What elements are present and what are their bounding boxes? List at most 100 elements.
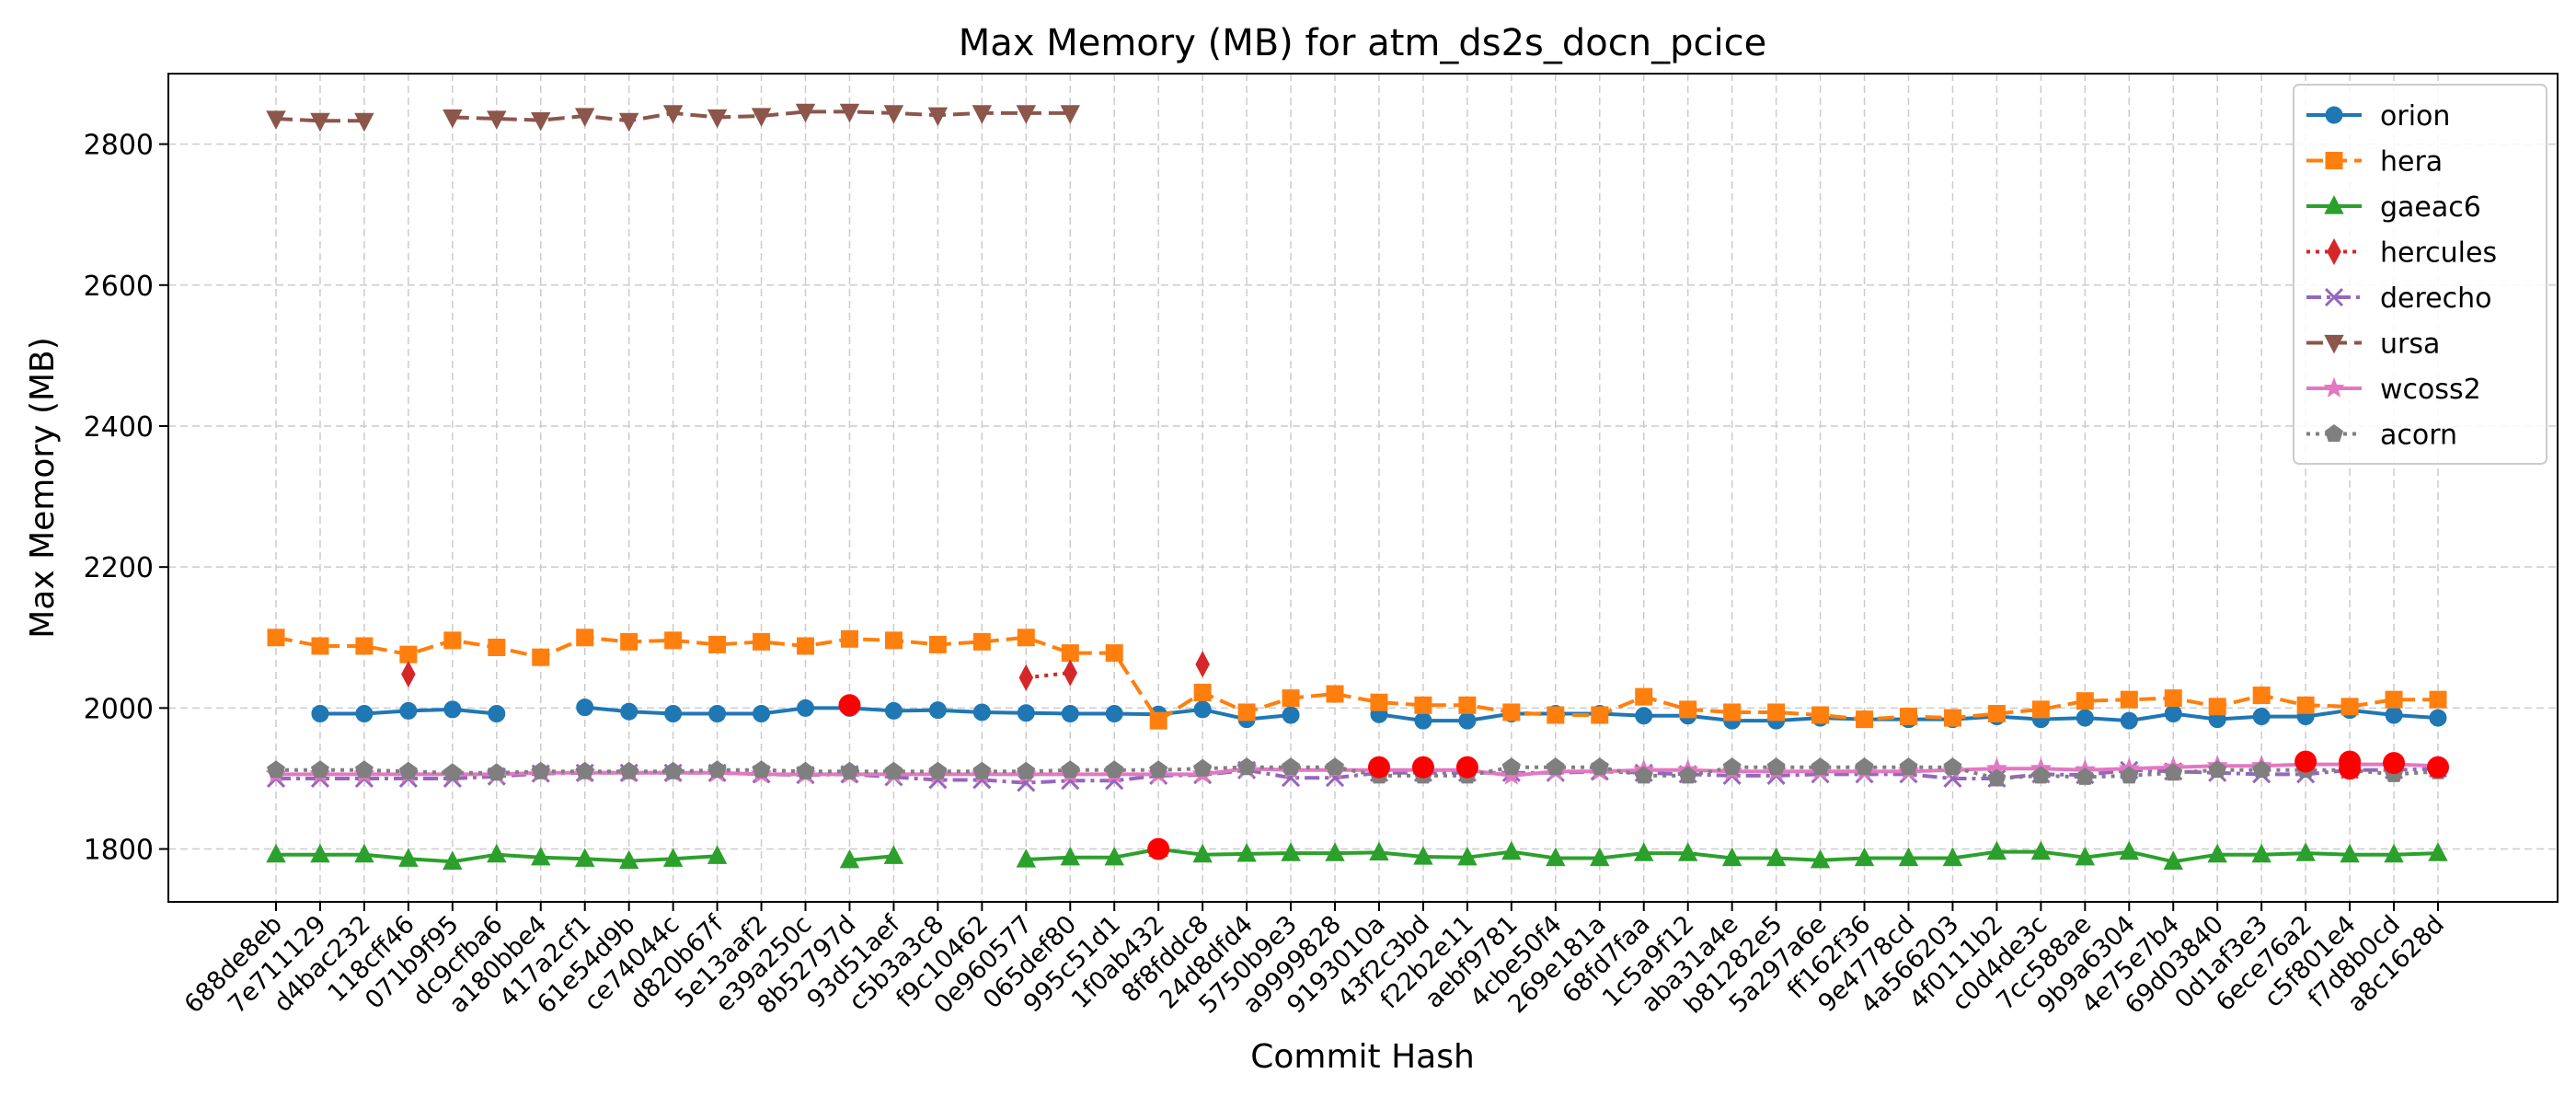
legend-label: hercules [2380, 237, 2497, 270]
data-point-gaeac6 [2030, 840, 2052, 860]
legend-marker [2324, 287, 2344, 307]
data-point-orion [2076, 709, 2094, 727]
data-point-hera [2120, 690, 2138, 709]
data-point-gaeac6 [1765, 847, 1787, 867]
data-point-orion [488, 704, 506, 722]
data-point-hercules [1018, 664, 1034, 691]
data-point-hera [1105, 644, 1123, 663]
highlight-point [2427, 756, 2449, 779]
data-point-hera [1591, 706, 1609, 724]
data-point-acorn [2031, 766, 2051, 784]
y-tick-label: 2400 [84, 411, 154, 444]
data-point-acorn [1282, 757, 1301, 776]
data-point-orion [1414, 711, 1432, 730]
data-point-hercules [401, 661, 416, 688]
data-point-acorn [1149, 760, 1168, 779]
data-point-hera [1458, 696, 1477, 714]
data-point-orion [708, 704, 727, 722]
data-point-acorn [1943, 757, 1962, 776]
data-point-orion [972, 703, 991, 721]
data-point-acorn [1766, 757, 1786, 776]
data-point-gaeac6 [487, 843, 507, 863]
data-point-hera [664, 631, 683, 650]
x-axis-label: Commit Hash [1250, 1038, 1475, 1076]
data-point-gaeac6 [443, 850, 463, 870]
data-point-acorn [2208, 760, 2227, 779]
series-layer [265, 103, 2449, 870]
data-point-hera [443, 631, 462, 650]
data-point-ursa [707, 109, 728, 129]
data-point-orion [1458, 711, 1477, 730]
data-point-acorn [972, 761, 992, 779]
data-point-hera [1326, 685, 1344, 703]
data-point-gaeac6 [839, 848, 860, 869]
data-point-hera [488, 638, 506, 656]
data-point-acorn [2252, 760, 2271, 779]
data-point-gaeac6 [1104, 846, 1124, 866]
data-point-hera [1237, 703, 1256, 721]
chart-title: Max Memory (MB) for atm_ds2s_docn_pcice [959, 22, 1766, 64]
data-point-hera [2429, 690, 2447, 709]
data-point-hera [2296, 696, 2315, 714]
data-point-acorn [1501, 757, 1521, 776]
data-point-ursa [795, 103, 816, 123]
data-point-ursa [531, 111, 551, 132]
data-point-gaeac6 [1325, 842, 1345, 861]
data-point-orion [399, 701, 418, 720]
data-point-gaeac6 [1236, 843, 1257, 862]
data-point-hera [1943, 709, 1961, 727]
data-point-acorn [1590, 757, 1609, 776]
data-point-acorn [1678, 766, 1697, 784]
data-point-acorn [840, 761, 859, 779]
data-point-hera [1547, 706, 1565, 724]
highlight-point [1147, 837, 1170, 860]
data-point-hera [1679, 700, 1697, 719]
data-point-gaeac6 [1192, 843, 1213, 863]
data-point-ursa [266, 110, 286, 130]
y-tick-label: 2600 [84, 271, 154, 303]
legend-label: orion [2380, 100, 2450, 133]
data-point-acorn [796, 761, 815, 779]
data-point-gaeac6 [1060, 846, 1080, 866]
series-ursa [266, 103, 1080, 133]
data-point-acorn [1017, 761, 1036, 779]
data-point-gaeac6 [1986, 840, 2007, 860]
legend-label: acorn [2380, 420, 2457, 452]
data-point-orion [797, 698, 815, 717]
data-point-hercules [1195, 651, 1210, 678]
data-point-gaeac6 [574, 848, 595, 867]
data-point-gaeac6 [1501, 840, 1522, 860]
data-point-acorn [1811, 757, 1830, 776]
highlight-layer [838, 694, 2449, 860]
legend-item-wcoss2: wcoss2 [2306, 374, 2481, 406]
data-point-ursa [1060, 105, 1080, 124]
data-point-ursa [310, 112, 330, 133]
data-point-gaeac6 [1457, 846, 1478, 866]
data-point-acorn [487, 763, 506, 781]
series-line-ursa [452, 110, 1071, 123]
data-point-hera [1987, 704, 2006, 722]
data-point-hera [2252, 687, 2271, 705]
data-point-gaeac6 [2295, 842, 2316, 861]
data-point-orion [1017, 704, 1035, 722]
data-point-hercules [1063, 659, 1078, 687]
data-point-gaeac6 [618, 849, 639, 870]
data-point-acorn [928, 761, 948, 779]
data-point-hera [1017, 629, 1035, 647]
data-point-acorn [1061, 760, 1080, 779]
highlight-point [2383, 752, 2406, 775]
data-point-acorn [575, 761, 594, 779]
data-point-hera [972, 632, 991, 651]
highlight-point [1367, 756, 1390, 779]
data-point-ursa [751, 108, 772, 127]
highlight-point [838, 694, 861, 717]
data-point-gaeac6 [1854, 847, 1875, 867]
legend-label: wcoss2 [2380, 374, 2481, 406]
data-point-orion [311, 704, 329, 722]
y-tick-label: 2200 [84, 552, 154, 584]
data-point-orion [2252, 708, 2271, 726]
data-point-orion [1193, 700, 1212, 719]
data-point-hera [311, 637, 329, 655]
